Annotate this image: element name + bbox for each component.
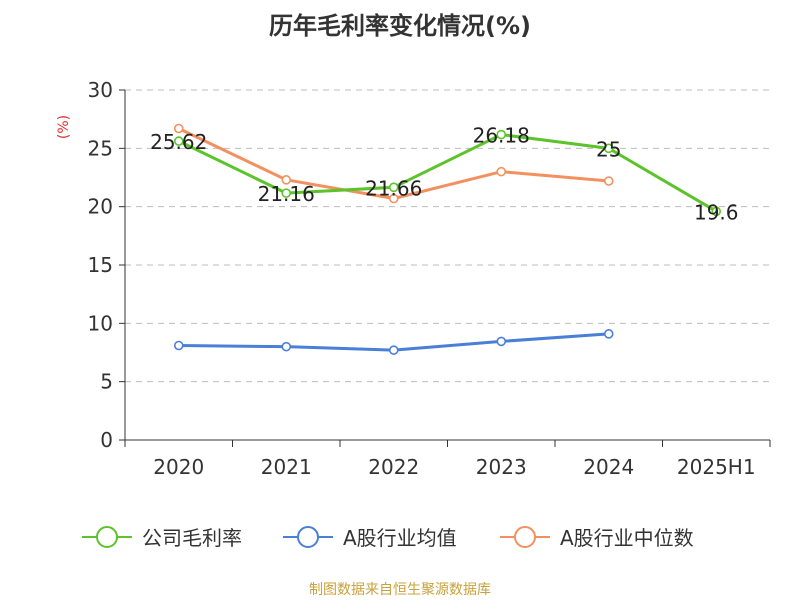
y-tick-label: 0 — [100, 428, 113, 452]
legend-item-0[interactable]: 公司毛利率 — [82, 526, 242, 550]
legend-item-2[interactable]: A股行业中位数 — [500, 526, 694, 550]
gridlines — [125, 89, 770, 383]
data-label: 21.66 — [365, 176, 422, 200]
data-point[interactable] — [496, 129, 507, 140]
data-point[interactable] — [603, 176, 614, 186]
chart-title: 历年毛利率变化情况(%) — [269, 12, 531, 40]
y-tick-label: 10 — [88, 311, 113, 335]
data-point[interactable] — [173, 123, 184, 134]
data-point[interactable] — [173, 136, 184, 146]
legend-item-1[interactable]: A股行业均值 — [283, 526, 457, 550]
legend-label: 公司毛利率 — [142, 526, 242, 550]
data-point[interactable] — [173, 340, 184, 351]
series-line — [178, 133, 718, 213]
data-point[interactable] — [388, 345, 399, 355]
data-point[interactable] — [496, 166, 507, 177]
series-lines — [173, 123, 722, 355]
data-point[interactable] — [281, 188, 292, 198]
data-point[interactable] — [603, 143, 614, 154]
legend-label: A股行业中位数 — [560, 526, 694, 550]
source-footer: 制图数据来自恒生聚源数据库 — [309, 582, 491, 598]
y-tick-label: 5 — [100, 370, 113, 394]
data-point[interactable] — [711, 206, 722, 217]
axes: 0 5 10 15 20 25 30 2020 2021 2022 2023 2024 2025H1 — [88, 78, 771, 479]
series-2 — [173, 123, 614, 204]
y-tick-label: 15 — [88, 253, 113, 277]
legend-swatch-marker — [96, 526, 118, 548]
x-tick-label: 2021 — [261, 455, 312, 479]
legend-swatch-marker — [514, 526, 536, 548]
x-tick-label: 2020 — [153, 455, 204, 479]
legend[interactable]: 公司毛利率 A股行业均值 A股行业中位数 — [82, 526, 694, 550]
data-point[interactable] — [603, 329, 614, 339]
x-tick-label: 2022 — [368, 455, 419, 479]
series-0 — [173, 129, 722, 217]
y-axis-unit-label: (%) — [56, 115, 72, 139]
data-point[interactable] — [496, 336, 507, 347]
y-tick-label: 25 — [88, 136, 113, 160]
data-label: 26.18 — [473, 124, 530, 148]
x-tick-label: 2024 — [583, 455, 634, 479]
legend-label: A股行业均值 — [343, 526, 457, 550]
x-tick-label: 2025H1 — [677, 455, 756, 479]
series-1 — [173, 329, 614, 355]
data-point[interactable] — [281, 341, 292, 352]
data-label: 25 — [596, 137, 621, 161]
data-point[interactable] — [388, 182, 399, 193]
data-label: 25.62 — [150, 130, 207, 154]
data-point[interactable] — [281, 175, 292, 185]
x-tick-label: 2023 — [476, 455, 527, 479]
data-labels: 25.62 21.16 21.66 26.18 25 19.6 — [150, 124, 738, 225]
data-label: 21.16 — [258, 182, 315, 206]
data-point[interactable] — [388, 193, 399, 204]
legend-swatch-marker — [297, 526, 319, 548]
data-label: 19.6 — [694, 200, 739, 224]
y-tick-label: 20 — [88, 195, 113, 219]
y-tick-label: 30 — [88, 78, 113, 102]
